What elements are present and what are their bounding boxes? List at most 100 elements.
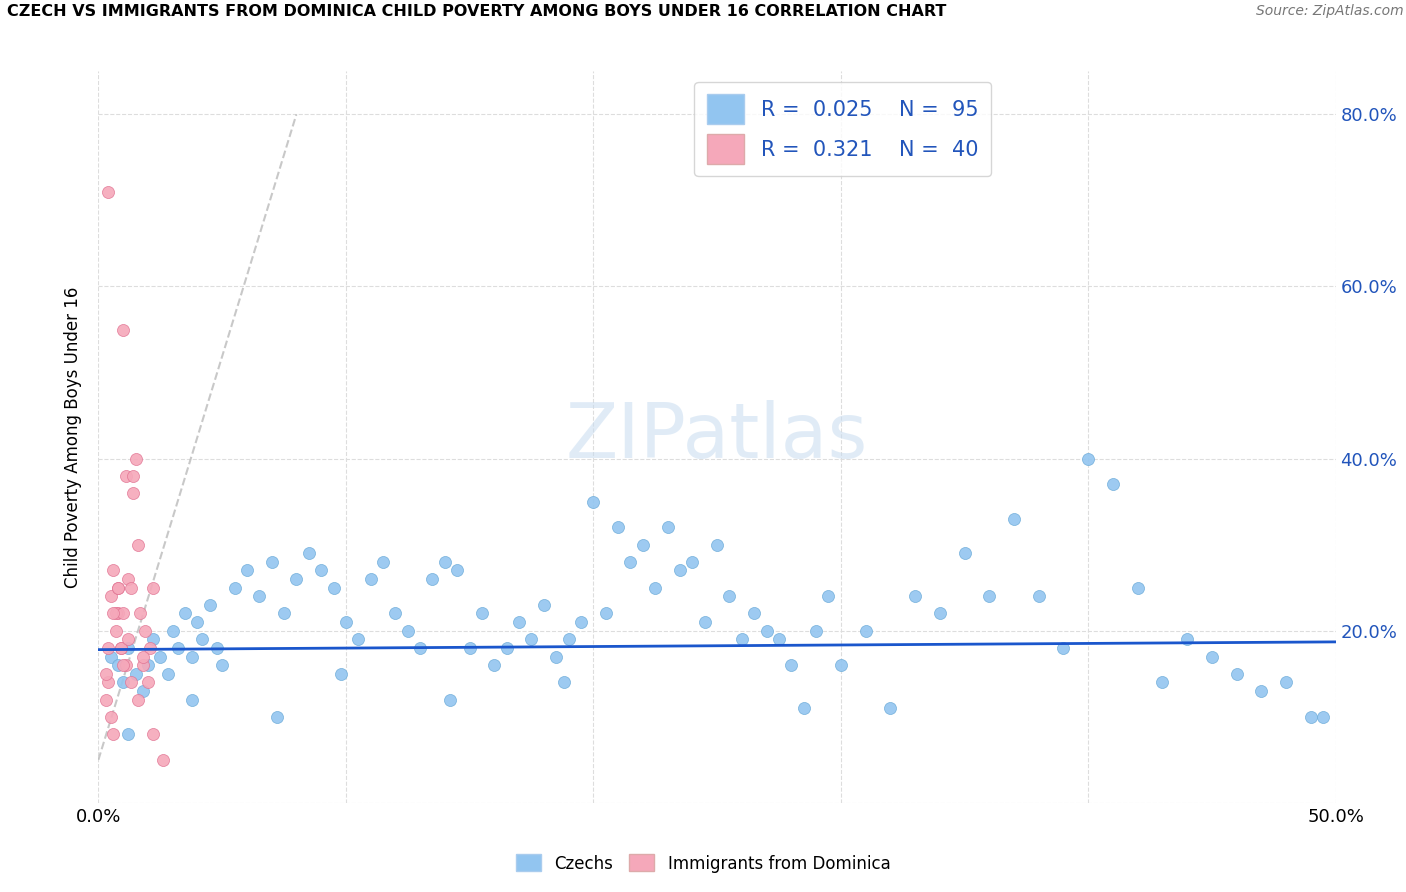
Point: [458, 640, 481, 655]
Point: [117, 727, 139, 741]
Point: [112, 322, 135, 336]
Point: [136, 658, 159, 673]
Point: [112, 675, 135, 690]
Point: [768, 632, 790, 647]
Point: [731, 632, 754, 647]
Point: [149, 649, 172, 664]
Point: [335, 615, 357, 629]
Point: [1226, 666, 1249, 681]
Point: [755, 624, 778, 638]
Point: [205, 640, 228, 655]
Point: [309, 564, 332, 578]
Point: [97, 185, 120, 199]
Point: [830, 658, 852, 673]
Point: [780, 658, 803, 673]
Point: [100, 589, 122, 603]
Text: Source: ZipAtlas.com: Source: ZipAtlas.com: [1256, 4, 1403, 19]
Point: [644, 581, 666, 595]
Point: [132, 649, 155, 664]
Point: [1077, 451, 1099, 466]
Point: [508, 615, 530, 629]
Point: [520, 632, 543, 647]
Point: [122, 486, 145, 500]
Point: [595, 607, 617, 621]
Point: [742, 607, 765, 621]
Point: [224, 581, 246, 595]
Point: [409, 640, 432, 655]
Point: [120, 675, 142, 690]
Point: [439, 692, 461, 706]
Point: [152, 753, 174, 767]
Point: [266, 710, 288, 724]
Point: [156, 666, 179, 681]
Point: [104, 607, 127, 621]
Point: [127, 538, 149, 552]
Point: [285, 572, 308, 586]
Point: [928, 607, 950, 621]
Point: [793, 701, 815, 715]
Point: [166, 640, 188, 655]
Point: [132, 684, 155, 698]
Point: [129, 607, 152, 621]
Point: [557, 632, 579, 647]
Point: [879, 701, 901, 715]
Point: [181, 649, 204, 664]
Point: [718, 589, 741, 603]
Point: [94, 692, 117, 706]
Point: [347, 632, 370, 647]
Point: [186, 615, 208, 629]
Point: [533, 598, 555, 612]
Point: [1299, 710, 1322, 724]
Point: [1312, 710, 1334, 724]
Point: [471, 607, 494, 621]
Point: [117, 640, 139, 655]
Point: [817, 589, 839, 603]
Point: [181, 692, 204, 706]
Point: [322, 581, 344, 595]
Point: [569, 615, 592, 629]
Point: [127, 692, 149, 706]
Point: [1052, 640, 1074, 655]
Point: [669, 564, 692, 578]
Point: [260, 555, 283, 569]
Point: [124, 451, 146, 466]
Point: [211, 658, 233, 673]
Text: ZIPatlas: ZIPatlas: [565, 401, 869, 474]
Point: [134, 624, 156, 638]
Point: [247, 589, 270, 603]
Point: [103, 607, 125, 621]
Point: [979, 589, 1001, 603]
Point: [1250, 684, 1272, 698]
Point: [804, 624, 827, 638]
Point: [484, 658, 506, 673]
Point: [681, 555, 703, 569]
Point: [107, 581, 129, 595]
Point: [112, 607, 135, 621]
Point: [657, 520, 679, 534]
Point: [1175, 632, 1198, 647]
Legend: Czechs, Immigrants from Dominica: Czechs, Immigrants from Dominica: [509, 847, 897, 880]
Point: [120, 581, 142, 595]
Point: [384, 607, 406, 621]
Point: [553, 675, 575, 690]
Point: [904, 589, 927, 603]
Legend: R =  0.025    N =  95, R =  0.321    N =  40: R = 0.025 N = 95, R = 0.321 N = 40: [695, 82, 991, 176]
Point: [136, 675, 159, 690]
Y-axis label: Child Poverty Among Boys Under 16: Child Poverty Among Boys Under 16: [65, 286, 83, 588]
Point: [174, 607, 197, 621]
Point: [422, 572, 444, 586]
Point: [124, 666, 146, 681]
Point: [631, 538, 654, 552]
Point: [1152, 675, 1174, 690]
Point: [110, 640, 132, 655]
Point: [114, 658, 136, 673]
Point: [100, 710, 122, 724]
Point: [1275, 675, 1298, 690]
Point: [1102, 477, 1125, 491]
Text: CZECH VS IMMIGRANTS FROM DOMINICA CHILD POVERTY AMONG BOYS UNDER 16 CORRELATION : CZECH VS IMMIGRANTS FROM DOMINICA CHILD …: [7, 4, 946, 20]
Point: [1126, 581, 1149, 595]
Point: [1201, 649, 1223, 664]
Point: [236, 564, 259, 578]
Point: [104, 624, 127, 638]
Point: [298, 546, 321, 560]
